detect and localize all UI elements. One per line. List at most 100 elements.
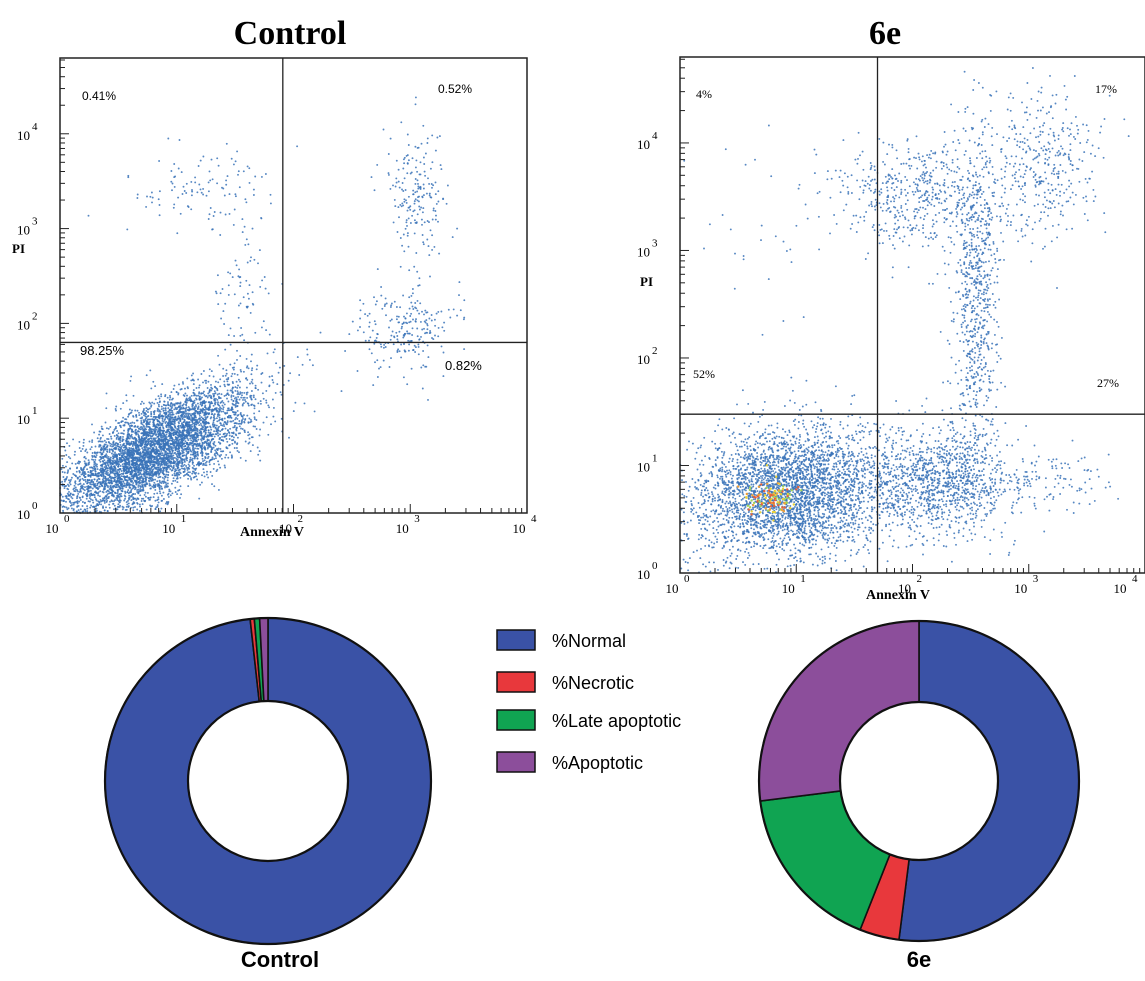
scatter-point	[442, 351, 445, 354]
scatter-point	[411, 305, 414, 308]
scatter-point	[228, 444, 231, 447]
scatter-point	[119, 435, 122, 438]
scatter-point	[188, 471, 191, 474]
scatter-point	[213, 417, 216, 420]
scatter-point	[165, 433, 168, 436]
scatter-point	[177, 428, 180, 431]
scatter-point	[216, 448, 219, 451]
scatter-point	[80, 450, 82, 453]
scatter-point	[79, 490, 82, 493]
scatter-point	[139, 505, 141, 508]
scatter-point	[242, 370, 245, 373]
scatter-point	[186, 416, 189, 419]
scatter-point	[100, 447, 103, 450]
scatter-point	[203, 401, 205, 404]
scatter-point	[99, 455, 102, 458]
scatter-point	[212, 422, 214, 425]
scatter-point	[178, 471, 181, 474]
scatter-point	[383, 305, 386, 307]
scatter-point	[226, 440, 229, 443]
scatter-point	[158, 486, 161, 489]
scatter-point	[163, 419, 166, 421]
scatter-point	[191, 407, 194, 410]
scatter-point	[86, 468, 89, 471]
scatter-point	[99, 430, 102, 433]
scatter-point	[121, 438, 124, 441]
scatter-point	[188, 447, 191, 450]
scatter-point	[172, 477, 175, 480]
scatter-point	[93, 484, 96, 487]
scatter-point	[218, 392, 221, 395]
scatter-point	[197, 443, 200, 446]
scatter-point	[195, 471, 197, 474]
scatter-point	[78, 475, 81, 478]
scatter-point	[169, 396, 172, 399]
scatter-point	[236, 386, 239, 389]
scatter-point	[138, 490, 141, 493]
scatter-point	[64, 495, 67, 498]
scatter-point	[104, 421, 107, 424]
scatter-point	[80, 473, 83, 476]
scatter-point	[232, 419, 235, 422]
scatter-point	[216, 413, 219, 416]
scatter-point	[166, 479, 169, 482]
scatter-point	[125, 394, 128, 397]
scatter-point	[132, 456, 135, 459]
scatter-point	[190, 477, 192, 480]
scatter-point	[192, 440, 195, 443]
scatter-point	[150, 479, 153, 482]
scatter-point	[105, 453, 108, 456]
scatter-point	[178, 438, 181, 441]
scatter-point	[258, 410, 261, 413]
scatter-point	[255, 368, 258, 371]
scatter-point	[118, 448, 121, 451]
scatter-point	[217, 460, 220, 463]
scatter-point	[156, 460, 159, 463]
scatter-point	[165, 454, 168, 457]
scatter-point	[236, 373, 239, 376]
scatter-point	[95, 480, 98, 483]
scatter-point	[182, 382, 185, 385]
scatter-point	[200, 392, 203, 395]
scatter-point	[138, 444, 141, 447]
scatter-point	[265, 389, 268, 392]
scatter-point	[243, 391, 246, 394]
scatter-point	[138, 414, 141, 417]
scatter-point	[362, 302, 365, 305]
scatter-point	[119, 441, 122, 444]
scatter-point	[143, 411, 145, 414]
scatter-point	[155, 434, 157, 437]
scatter-point	[255, 428, 258, 430]
scatter-point	[160, 499, 163, 502]
scatter-point	[122, 475, 125, 478]
scatter-point	[125, 469, 128, 471]
scatter-point	[114, 499, 117, 501]
scatter-point	[144, 415, 147, 418]
scatter-point	[158, 414, 160, 417]
scatter-point	[167, 492, 170, 495]
scatter-point	[145, 374, 148, 377]
scatter-point	[157, 441, 160, 444]
scatter-point	[135, 483, 138, 486]
scatter-point	[77, 509, 80, 512]
scatter-point	[142, 497, 145, 500]
scatter-point	[147, 477, 150, 480]
scatter-point	[104, 446, 107, 449]
scatter-point	[143, 499, 146, 502]
scatter-point	[196, 402, 199, 405]
scatter-point	[203, 394, 206, 396]
scatter-point	[125, 457, 128, 460]
scatter-point	[197, 472, 200, 475]
scatter-point	[124, 460, 127, 463]
scatter-point	[218, 418, 221, 421]
scatter-point	[162, 467, 165, 470]
scatter-point	[128, 457, 130, 460]
scatter-point	[230, 456, 233, 459]
scatter-point	[118, 496, 121, 499]
scatter-point	[149, 487, 152, 490]
scatter-point	[127, 502, 130, 505]
scatter-point	[182, 471, 185, 473]
scatter-point	[232, 400, 235, 403]
scatter-point	[141, 451, 144, 453]
scatter-point	[164, 476, 167, 479]
